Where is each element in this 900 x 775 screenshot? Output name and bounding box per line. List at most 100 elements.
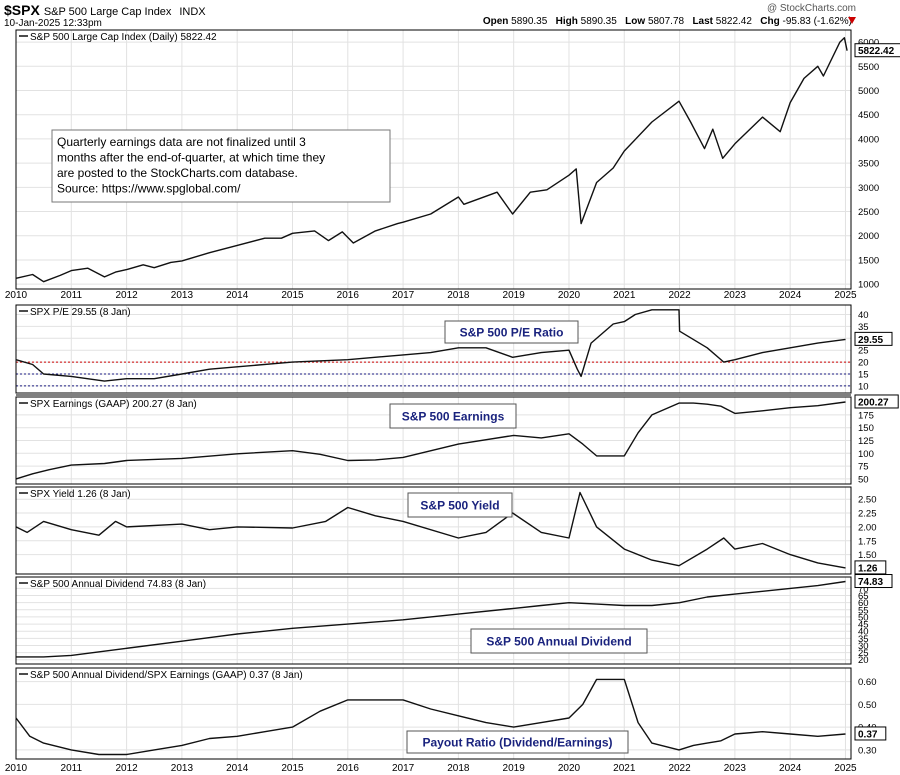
- panel-payout: 0.300.400.500.60S&P 500 Annual Dividend/…: [15, 667, 887, 760]
- panel-title: S&P 500 Annual Dividend: [486, 635, 631, 649]
- watermark: @ StockCharts.com: [766, 3, 856, 14]
- panel-frame: [15, 304, 852, 394]
- y-tick-label: 150: [858, 423, 874, 434]
- x-tick-label: 2013: [171, 290, 194, 301]
- y-tick-label: 40: [858, 310, 869, 321]
- y-tick-label: 2000: [858, 231, 879, 242]
- annotation-line: Quarterly earnings data are not finalize…: [57, 135, 306, 149]
- x-tick-label: 2019: [503, 763, 526, 774]
- x-tick-label: 2024: [779, 763, 802, 774]
- y-tick-label: 6000: [858, 38, 879, 49]
- x-tick-label: 2015: [281, 763, 304, 774]
- last-value-tag: [854, 331, 893, 346]
- panel-frame: [15, 396, 852, 485]
- y-tick-label: 25: [858, 648, 869, 659]
- y-tick-label: 55: [858, 605, 869, 616]
- panel-title: S&P 500 Yield: [420, 499, 499, 513]
- x-tick-label: 2020: [558, 290, 581, 301]
- x-tick-label: 2019: [503, 290, 526, 301]
- series-line: [15, 491, 846, 569]
- open-value: 5890.35: [511, 16, 548, 27]
- panel-title-box: [470, 628, 648, 654]
- y-tick-label: 50: [858, 474, 869, 485]
- x-tick-label: 2013: [171, 763, 194, 774]
- panel-title-box: [444, 320, 579, 344]
- x-tick-label: 2016: [337, 290, 360, 301]
- last-value-label: 0.37: [858, 729, 878, 740]
- y-tick-label: 40: [858, 627, 869, 638]
- y-tick-label: 2.50: [858, 495, 877, 506]
- x-tick-label: 2018: [447, 290, 470, 301]
- panel-title: Payout Ratio (Dividend/Earnings): [422, 736, 612, 750]
- x-tick-label: 2010: [5, 290, 28, 301]
- y-tick-label: 15: [858, 369, 869, 380]
- x-tick-label: 2016: [337, 763, 360, 774]
- x-tick-label: 2025: [834, 290, 857, 301]
- x-tick-label: 2021: [613, 290, 636, 301]
- x-tick-label: 2023: [724, 290, 747, 301]
- low-value: 5807.78: [647, 16, 685, 27]
- series-line: [15, 37, 848, 283]
- panel-title-box: [406, 730, 629, 754]
- panel-legend: SPX P/E 29.55 (8 Jan): [30, 307, 131, 318]
- y-tick-label: 65: [858, 591, 869, 602]
- last-value-label: 29.55: [858, 335, 883, 346]
- y-tick-label: 4000: [858, 134, 879, 145]
- last-value-tag: [854, 394, 899, 409]
- y-tick-label: 0.30: [858, 745, 877, 756]
- panel-legend: S&P 500 Large Cap Index (Daily) 5822.42: [30, 32, 217, 43]
- last-label: Last: [692, 16, 713, 27]
- x-tick-label: 2022: [668, 763, 691, 774]
- panel-frame: [15, 29, 852, 290]
- x-tick-label: 2018: [447, 763, 470, 774]
- down-arrow-icon: [848, 17, 856, 24]
- ohlc-readout: Open 5890.35 High 5890.35 Low 5807.78 La…: [483, 16, 852, 27]
- last-value-label: 74.83: [858, 577, 883, 588]
- x-tick-label: 2017: [392, 763, 415, 774]
- y-tick-label: 35: [858, 634, 869, 645]
- y-tick-label: 45: [858, 620, 869, 631]
- open-label: Open: [482, 16, 509, 27]
- x-tick-label: 2012: [115, 290, 138, 301]
- x-tick-label: 2023: [724, 763, 747, 774]
- panel-legend: SPX Earnings (GAAP) 200.27 (8 Jan): [30, 399, 197, 410]
- panel-frame: [15, 576, 852, 665]
- y-tick-label: 2.00: [858, 522, 877, 533]
- y-tick-label: 1.50: [858, 550, 877, 561]
- exchange: INDX: [179, 6, 206, 18]
- y-tick-label: 100: [858, 449, 874, 460]
- y-tick-label: 10: [858, 381, 869, 392]
- y-tick-label: 4500: [858, 110, 879, 121]
- x-tick-label: 2021: [613, 763, 636, 774]
- panel-pe: 10152025303540SPX P/E 29.55 (8 Jan)29.55…: [15, 304, 893, 394]
- y-tick-label: 35: [858, 322, 869, 333]
- panel-legend: SPX Yield 1.26 (8 Jan): [30, 489, 131, 500]
- y-tick-label: 2500: [858, 207, 879, 218]
- chart-date: 10-Jan-2025 12:33pm: [4, 18, 102, 29]
- y-tick-label: 2.25: [858, 509, 877, 520]
- panel-frame: [15, 486, 852, 575]
- y-tick-label: 1500: [858, 255, 879, 266]
- panel-yield: 1.50 1.75 2.00 2.25 2.50 SPX Yield 1.26 (8 Ja…: [15, 486, 887, 575]
- y-tick-label: 175: [858, 410, 874, 421]
- x-tick-label: 2024: [779, 290, 802, 301]
- symbol-title: $SPX S&P 500 Large Cap Index INDX: [4, 2, 206, 18]
- annotation-box: [51, 129, 391, 203]
- x-tick-label: 2020: [558, 763, 581, 774]
- last-value-tag: [854, 726, 887, 741]
- last-value-label: 1.26: [858, 563, 878, 574]
- panel-legend: S&P 500 Annual Dividend/SPX Earnings (GA…: [30, 670, 303, 681]
- y-tick-label: 0.60: [858, 677, 877, 688]
- low-label: Low: [625, 16, 646, 27]
- last-value-tag: [854, 560, 887, 575]
- panel-title-box: [389, 403, 517, 429]
- chg-label: Chg: [760, 16, 780, 27]
- y-tick-label: 125: [858, 436, 874, 447]
- last-value-tag: [854, 43, 900, 58]
- x-tick-label: 2017: [392, 290, 415, 301]
- last-value-label: 200.27: [858, 397, 889, 408]
- annotation-line: Source: https://www.spglobal.com/: [57, 182, 241, 196]
- y-tick-label: 25: [858, 346, 869, 357]
